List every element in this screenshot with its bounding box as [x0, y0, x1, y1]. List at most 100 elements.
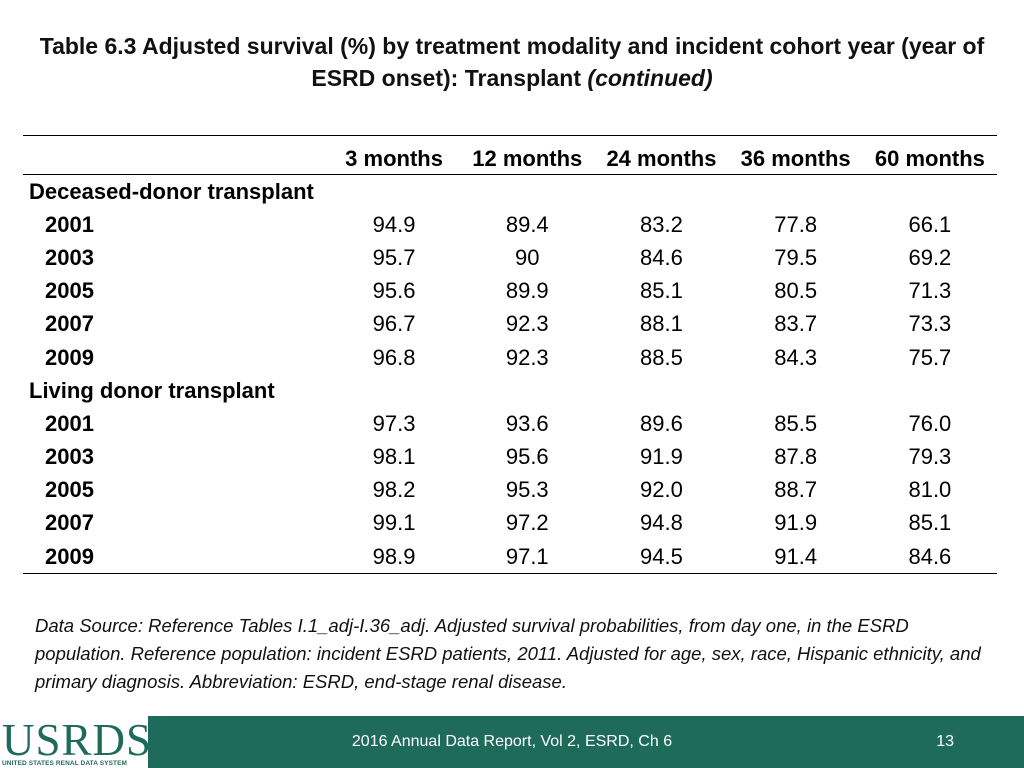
value-cell: 94.9 — [372, 211, 416, 237]
section-row: Deceased-donor transplant — [23, 175, 997, 209]
value-cell: 76.0 — [908, 410, 952, 436]
value-cell: 73.3 — [908, 311, 952, 337]
row-year: 2003 — [45, 444, 94, 470]
table-row: 2009 96.8 92.3 88.5 84.3 75.7 — [23, 341, 997, 374]
value-cell: 96.8 — [372, 344, 416, 370]
header-cell: 12 months — [472, 146, 583, 171]
page-title: Table 6.3 Adjusted survival (%) by treat… — [20, 30, 1004, 94]
value-cell: 85.5 — [774, 410, 818, 436]
value-cell: 93.6 — [505, 410, 549, 436]
section-label: Living donor transplant — [29, 377, 275, 403]
value-cell: 89.6 — [640, 410, 683, 436]
row-year: 2009 — [45, 543, 94, 569]
value-cell: 98.9 — [372, 543, 416, 569]
page-number: 13 — [936, 733, 954, 750]
value-cell: 98.1 — [372, 444, 416, 470]
value-cell: 94.5 — [640, 543, 683, 569]
value-cell: 97.1 — [505, 543, 549, 569]
value-cell: 97.3 — [372, 410, 416, 436]
footer-report-title: 2016 Annual Data Report, Vol 2, ESRD, Ch… — [351, 733, 673, 750]
empty-cell — [328, 175, 460, 209]
value-cell: 84.3 — [774, 344, 818, 370]
value-cell: 66.1 — [908, 211, 952, 237]
table-header-row: 3 months 12 months 24 months 36 months 6… — [23, 135, 997, 175]
value-cell: 95.6 — [505, 444, 549, 470]
empty-cell — [729, 175, 863, 209]
value-cell: 97.2 — [505, 510, 549, 536]
value-cell: 83.7 — [774, 311, 818, 337]
row-year: 2007 — [45, 311, 94, 337]
header-cell: 3 months — [345, 146, 443, 171]
table-row: 2005 98.2 95.3 92.0 88.7 81.0 — [23, 474, 997, 507]
empty-cell — [460, 175, 594, 209]
value-cell: 90 — [515, 244, 540, 270]
value-cell: 81.0 — [908, 477, 952, 503]
value-cell: 84.6 — [640, 244, 683, 270]
value-cell: 77.8 — [774, 211, 818, 237]
table-row: 2009 98.9 97.1 94.5 91.4 84.6 — [23, 540, 997, 574]
value-cell: 91.9 — [640, 444, 683, 470]
value-cell: 92.3 — [505, 311, 549, 337]
value-cell: 96.7 — [372, 311, 416, 337]
value-cell: 88.5 — [640, 344, 683, 370]
footer-bar: USRDS UNITED STATES RENAL DATA SYSTEM 20… — [0, 716, 1024, 768]
value-cell: 88.7 — [774, 477, 818, 503]
header-cell: 36 months — [740, 146, 851, 171]
value-cell: 95.7 — [372, 244, 416, 270]
row-year: 2005 — [45, 278, 94, 304]
section-row: Living donor transplant — [23, 374, 997, 407]
value-cell: 69.2 — [908, 244, 952, 270]
row-year: 2009 — [45, 344, 94, 370]
value-cell: 94.8 — [640, 510, 683, 536]
value-cell: 85.1 — [908, 510, 952, 536]
empty-cell — [863, 374, 997, 407]
value-cell: 92.3 — [505, 344, 549, 370]
table-row: 2007 96.7 92.3 88.1 83.7 73.3 — [23, 308, 997, 341]
row-year: 2003 — [45, 244, 94, 270]
value-cell: 84.6 — [908, 543, 952, 569]
header-cell: 60 months — [874, 146, 985, 171]
header-cell — [23, 136, 328, 175]
empty-cell — [328, 374, 460, 407]
usrds-logo: USRDS UNITED STATES RENAL DATA SYSTEM — [0, 716, 151, 768]
table-row: 2003 98.1 95.6 91.9 87.8 79.3 — [23, 441, 997, 474]
table-body: Deceased-donor transplant 2001 94.9 89.4 83.… — [23, 175, 997, 574]
header-cell: 24 months — [606, 146, 717, 171]
value-cell: 92.0 — [640, 477, 683, 503]
value-cell: 79.3 — [908, 444, 952, 470]
logo-subtitle: UNITED STATES RENAL DATA SYSTEM — [2, 760, 128, 767]
value-cell: 89.9 — [505, 278, 549, 304]
value-cell: 99.1 — [372, 510, 416, 536]
empty-cell — [460, 374, 594, 407]
value-cell: 88.1 — [640, 311, 683, 337]
row-year: 2005 — [45, 477, 94, 503]
value-cell: 95.6 — [372, 278, 416, 304]
value-cell: 83.2 — [640, 211, 683, 237]
table-row: 2001 97.3 93.6 89.6 85.5 76.0 — [23, 407, 997, 440]
value-cell: 79.5 — [774, 244, 818, 270]
logo-text: USRDS — [2, 715, 153, 765]
table-row: 2003 95.7 90 84.6 79.5 69.2 — [23, 241, 997, 274]
value-cell: 95.3 — [505, 477, 549, 503]
value-cell: 87.8 — [774, 444, 818, 470]
title-continued: (continued) — [587, 65, 713, 91]
empty-cell — [729, 374, 863, 407]
value-cell: 80.5 — [774, 278, 818, 304]
table-row: 2007 99.1 97.2 94.8 91.9 85.1 — [23, 507, 997, 540]
section-label: Deceased-donor transplant — [29, 178, 314, 204]
survival-table: 3 months 12 months 24 months 36 months 6… — [23, 135, 997, 574]
value-cell: 98.2 — [372, 477, 416, 503]
row-year: 2007 — [45, 510, 94, 536]
value-cell: 85.1 — [640, 278, 683, 304]
value-cell: 71.3 — [908, 278, 952, 304]
value-cell: 89.4 — [505, 211, 549, 237]
data-source-note: Data Source: Reference Tables I.1_adj-I.… — [35, 615, 981, 692]
row-year: 2001 — [45, 211, 94, 237]
value-cell: 91.9 — [774, 510, 818, 536]
value-cell: 91.4 — [774, 543, 818, 569]
table-row: 2005 95.6 89.9 85.1 80.5 71.3 — [23, 275, 997, 308]
empty-cell — [594, 175, 728, 209]
title-main: Table 6.3 Adjusted survival (%) by treat… — [39, 33, 985, 91]
table-row: 2001 94.9 89.4 83.2 77.8 66.1 — [23, 208, 997, 241]
empty-cell — [863, 175, 997, 209]
